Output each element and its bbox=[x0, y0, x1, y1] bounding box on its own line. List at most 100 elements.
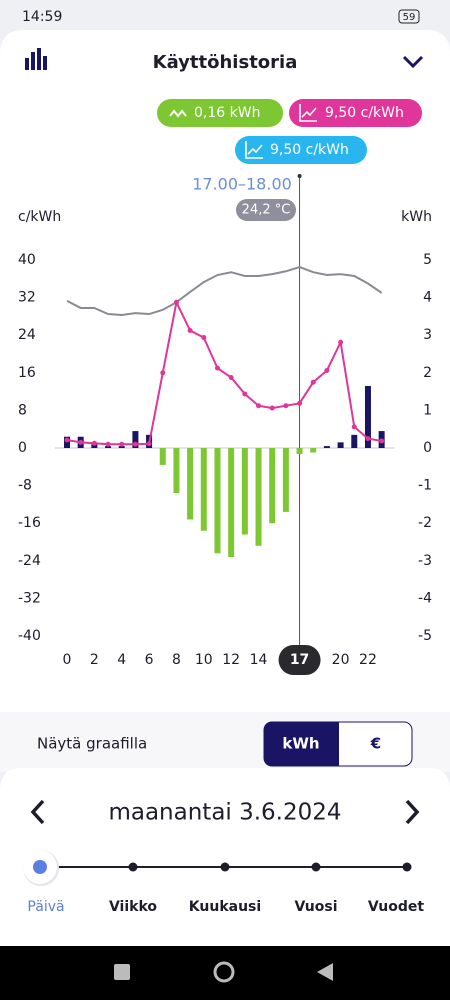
temperature-text: 24,2 °C bbox=[242, 203, 291, 218]
prev-arrow[interactable] bbox=[30, 799, 45, 825]
timeline-stop[interactable] bbox=[311, 862, 321, 872]
point bbox=[105, 441, 111, 447]
bottom-panel bbox=[0, 768, 450, 946]
point bbox=[119, 441, 125, 447]
battery-icon bbox=[398, 9, 420, 24]
x-tick-label: 0 bbox=[63, 652, 72, 668]
y-tick-label: -32 bbox=[18, 590, 41, 606]
badge-text: 0,16 kWh bbox=[194, 105, 260, 121]
date: maanantai 3.6.2024 bbox=[108, 800, 341, 826]
card bbox=[0, 30, 450, 712]
status-battery: 59 bbox=[403, 12, 416, 23]
temperature-pill bbox=[236, 199, 296, 221]
point bbox=[310, 379, 316, 385]
toggle-option[interactable]: kWh bbox=[282, 735, 319, 753]
x-tick-label: 17 bbox=[290, 652, 309, 668]
point bbox=[228, 375, 234, 380]
y2-tick-label: 2 bbox=[423, 365, 432, 381]
bar bbox=[159, 448, 166, 465]
point bbox=[187, 328, 193, 333]
selected-hour-pill bbox=[278, 645, 321, 675]
slider-dot bbox=[33, 860, 47, 874]
period-label[interactable]: Kuukausi bbox=[189, 899, 261, 915]
status-time: 14:59 bbox=[22, 9, 62, 25]
period-label[interactable]: Vuodet bbox=[368, 899, 424, 915]
line bbox=[66, 265, 383, 316]
chart-icon[interactable] bbox=[25, 48, 47, 70]
next-arrow[interactable] bbox=[405, 799, 420, 825]
y2-tick-label: -5 bbox=[418, 628, 432, 644]
x-tick-label: 4 bbox=[117, 652, 126, 668]
bar bbox=[351, 434, 358, 448]
bar bbox=[323, 446, 330, 448]
y2-tick-label: 5 bbox=[423, 252, 432, 268]
bar bbox=[282, 448, 289, 512]
bar bbox=[200, 448, 207, 531]
nav-back[interactable] bbox=[317, 963, 333, 981]
point bbox=[242, 391, 248, 397]
point bbox=[269, 405, 275, 411]
y-tick-label: 24 bbox=[18, 327, 36, 343]
bar bbox=[269, 448, 276, 524]
x-tick-label: 12 bbox=[222, 652, 240, 668]
bar bbox=[364, 385, 371, 448]
toggle-selected[interactable] bbox=[264, 722, 339, 766]
point bbox=[132, 441, 138, 447]
y2-tick-label: 3 bbox=[423, 327, 432, 343]
point bbox=[256, 403, 262, 409]
point bbox=[214, 365, 220, 371]
badge-icon bbox=[169, 109, 187, 118]
point bbox=[324, 367, 330, 373]
point bbox=[379, 438, 385, 444]
y2-tick-label: 1 bbox=[423, 402, 432, 418]
y-tick-label: 8 bbox=[18, 402, 27, 418]
badge bbox=[235, 136, 367, 164]
toggle-option[interactable]: € bbox=[370, 735, 381, 753]
x-tick-label: 10 bbox=[195, 652, 213, 668]
badge bbox=[157, 99, 283, 127]
point bbox=[78, 439, 84, 445]
point bbox=[146, 441, 152, 447]
bar bbox=[105, 446, 112, 448]
timeline-stop[interactable] bbox=[220, 862, 230, 872]
y-axis-label: c/kWh bbox=[18, 209, 61, 225]
bar bbox=[228, 448, 235, 558]
x-tick-label: 14 bbox=[250, 652, 268, 668]
bar bbox=[296, 448, 303, 455]
bar bbox=[187, 448, 194, 520]
period-label[interactable]: Vuosi bbox=[294, 899, 337, 915]
nav-recent[interactable] bbox=[114, 964, 130, 980]
x-tick-label: 8 bbox=[172, 652, 181, 668]
y-tick-label: 16 bbox=[18, 365, 36, 381]
y-tick-label: 0 bbox=[18, 440, 27, 456]
bar bbox=[337, 442, 344, 448]
timeline-stop[interactable] bbox=[128, 862, 138, 872]
bar bbox=[132, 431, 139, 448]
point bbox=[283, 403, 289, 409]
bar bbox=[241, 448, 248, 535]
bar bbox=[118, 446, 125, 448]
y-tick-label: -8 bbox=[18, 478, 32, 494]
period-label[interactable]: Päivä bbox=[27, 899, 64, 915]
x-tick-label: 20 bbox=[332, 652, 350, 668]
point bbox=[160, 370, 166, 376]
y-tick-label: -24 bbox=[18, 553, 41, 569]
y2-tick-label: -4 bbox=[418, 590, 432, 606]
badge-icon bbox=[299, 104, 317, 122]
badge bbox=[289, 99, 422, 127]
point bbox=[201, 335, 207, 341]
tooltip-time: 17.00–18.00 bbox=[192, 175, 292, 194]
collapse-chevron[interactable] bbox=[402, 55, 424, 69]
point bbox=[297, 400, 303, 406]
title: Käyttöhistoria bbox=[153, 52, 298, 73]
badge-icon bbox=[245, 141, 263, 159]
nav-home[interactable] bbox=[213, 961, 235, 983]
point bbox=[351, 424, 357, 430]
period-label[interactable]: Viikko bbox=[109, 899, 157, 915]
timeline-stop[interactable] bbox=[402, 862, 412, 872]
y2-tick-label: -2 bbox=[418, 515, 432, 531]
point bbox=[173, 299, 179, 305]
nav-bar bbox=[0, 946, 450, 1000]
